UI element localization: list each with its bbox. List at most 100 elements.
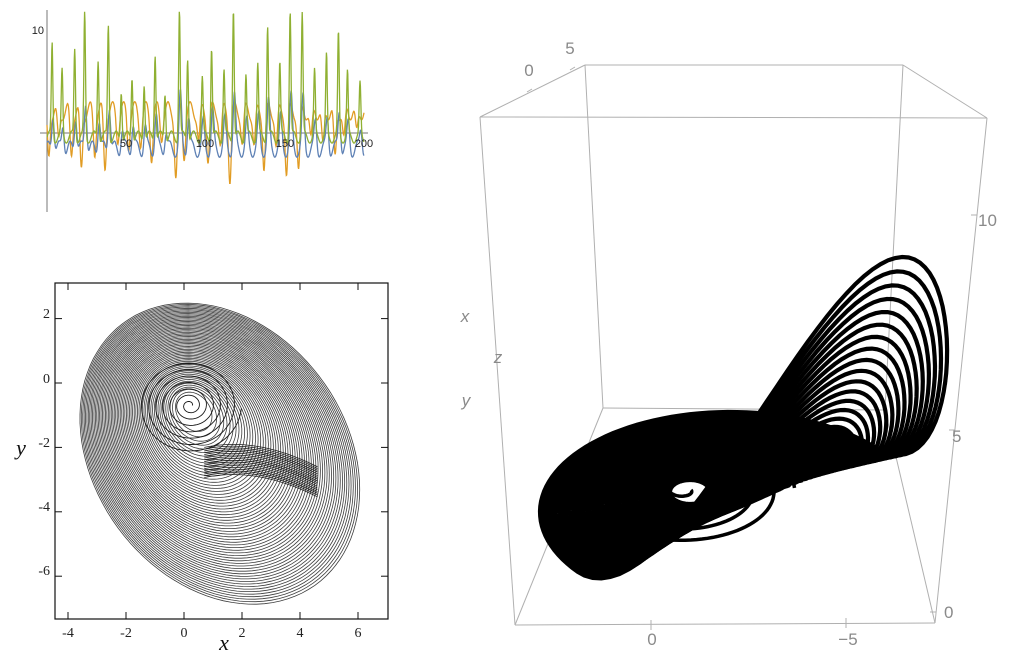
attractor-loop [564, 357, 901, 566]
attractor-z-label: z [493, 348, 503, 367]
attractor-x-tick-m5: −5 [838, 630, 857, 649]
phase-orbit [132, 351, 279, 510]
phase-orbit [116, 337, 303, 538]
time-series-y-tick-10: 10 [32, 25, 44, 37]
phase-orbit [145, 363, 259, 486]
attractor-x-tick-0: 0 [647, 630, 656, 649]
time-series-x-tick-100: 100 [196, 138, 214, 150]
attractor-3d-plot: 0 −5 0 5 10 0 5 x z y [460, 39, 997, 649]
time-series-lines [46, 11, 365, 185]
phase-orbit [155, 373, 243, 467]
phase-strand [204, 445, 318, 469]
attractor-loop [577, 398, 877, 558]
time-series-x-tick-200: 200 [355, 138, 373, 150]
attractor-loop [561, 346, 907, 568]
phase-portrait-y-tick-m6: -6 [38, 564, 50, 579]
phase-orbit [140, 359, 267, 495]
phase-portrait-y-tick-0: 0 [43, 372, 50, 387]
phase-orbit [113, 334, 308, 543]
phase-orbit [115, 336, 305, 541]
phase-orbit [138, 357, 269, 498]
phase-portrait-trajectory [79, 302, 361, 605]
phase-orbit [121, 341, 296, 529]
phase-orbit [150, 368, 251, 477]
phase-strand [204, 468, 318, 492]
phase-orbit [82, 305, 356, 600]
attractor-ticks [526, 66, 977, 630]
phase-portrait-y-tick-m4: -4 [38, 500, 50, 515]
phase-orbit [148, 367, 254, 480]
attractor-loop [574, 389, 883, 560]
phase-portrait-y-tick-m2: -2 [38, 436, 50, 451]
attractor-y-tick-5: 5 [565, 39, 574, 58]
phase-strand [204, 466, 318, 491]
time-series-plot: 10 50 100 150 200 [32, 10, 373, 212]
phase-orbit [122, 343, 294, 527]
phase-strand [204, 459, 318, 484]
phase-orbit [93, 315, 339, 580]
phase-strand [204, 465, 318, 489]
attractor-loop [567, 368, 895, 564]
phase-portrait-ticks [55, 283, 388, 619]
time-series-line-2 [46, 100, 365, 185]
attractor-loop [571, 379, 889, 562]
attractor-z-tick-10: 10 [978, 211, 997, 230]
phase-orbit [109, 330, 315, 551]
phase-strand [204, 458, 318, 482]
phase-portrait-y-tick-2: 2 [43, 307, 50, 322]
attractor-loop [551, 310, 925, 573]
attractor-loop [554, 322, 919, 572]
phase-orbit [157, 375, 240, 464]
phase-orbit [112, 333, 310, 546]
phase-orbit [124, 344, 291, 524]
phase-orbit [79, 302, 361, 605]
phase-orbit [130, 350, 282, 513]
phase-orbit [143, 362, 262, 489]
phase-orbit [87, 310, 348, 590]
phase-orbit [85, 307, 352, 595]
phase-orbit [80, 303, 359, 603]
phase-strand [204, 449, 318, 473]
phase-orbit [127, 347, 287, 518]
phase-orbit [83, 306, 354, 598]
phase-portrait-frame [54, 282, 389, 620]
phase-portrait-x-tick-0: 0 [181, 626, 188, 641]
phase-orbit [90, 313, 343, 585]
phase-portrait-x-tick-2: 2 [239, 626, 246, 641]
attractor-core-spiral [583, 432, 797, 542]
attractor-x-label: x [460, 307, 470, 326]
phase-orbit [133, 353, 277, 507]
phase-strand [204, 472, 318, 496]
attractor-loop [541, 269, 944, 579]
phase-orbit [161, 378, 234, 457]
phase-orbit [92, 314, 341, 582]
phase-orbit [147, 365, 256, 483]
phase-orbit [103, 325, 324, 562]
attractor-y-tick-mark [569, 66, 576, 71]
attractor-y-tick-0: 0 [524, 61, 533, 80]
phase-strand [204, 452, 318, 476]
phase-strand [204, 454, 318, 478]
phase-portrait-plot: -4 -2 0 2 4 6 2 0 -2 -4 -6 x y [14, 282, 389, 650]
time-series-x-tick-50: 50 [120, 138, 132, 150]
phase-portrait-y-label: y [14, 435, 26, 460]
phase-orbit [125, 345, 289, 521]
phase-strand [204, 456, 318, 480]
phase-orbit [128, 348, 284, 516]
phase-orbit [172, 389, 218, 438]
phase-strand [204, 451, 318, 475]
phase-orbit [137, 356, 272, 501]
phase-portrait-x-label: x [218, 630, 229, 650]
phase-portrait-x-tick-m4: -4 [62, 626, 74, 641]
attractor-z-tick-5: 5 [952, 427, 961, 446]
time-series-ticks: 10 50 100 150 200 [32, 25, 373, 150]
phase-strand [204, 443, 318, 468]
time-series-line-3 [46, 11, 365, 144]
phase-orbit [97, 319, 332, 572]
phase-orbit [175, 391, 213, 432]
phase-orbit [102, 323, 326, 564]
attractor-y-label: y [461, 391, 472, 410]
attractor-loop [544, 283, 938, 577]
attractor-z-tick-0: 0 [944, 603, 953, 622]
